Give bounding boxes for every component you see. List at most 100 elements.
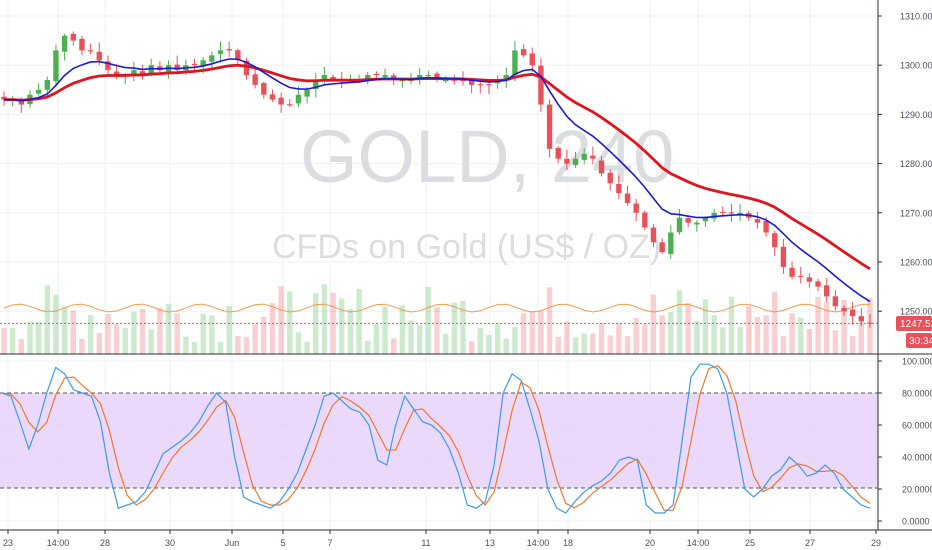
candle-body [676, 217, 683, 233]
volume-bar [624, 336, 631, 354]
volume-bar [9, 327, 16, 354]
volume-bar [269, 303, 276, 354]
volume-bar [650, 294, 657, 354]
candle [35, 83, 42, 96]
candle-body [61, 35, 68, 52]
candle-body [832, 296, 839, 307]
candle-body [295, 94, 302, 104]
candle-body [408, 79, 414, 82]
candle-body [572, 158, 579, 165]
volume-bar [728, 296, 735, 354]
ema-fast-line [4, 58, 871, 303]
time-tick-label: 13 [485, 538, 495, 548]
candle [607, 169, 613, 191]
volume-bar [676, 290, 683, 354]
time-tick-label: 27 [805, 538, 815, 548]
candle [772, 230, 778, 256]
volume-bar [96, 332, 102, 354]
candle [728, 203, 735, 222]
candle [754, 211, 761, 229]
candle [209, 51, 215, 70]
volume-bar [746, 306, 752, 354]
price-tick-label: 1250.00 [900, 307, 932, 317]
candle-body [503, 75, 509, 80]
candle [425, 70, 432, 79]
stochastic-band [0, 393, 878, 488]
stochastic-d-line [1, 365, 871, 511]
candle-body [217, 50, 224, 54]
candle-body [728, 212, 735, 214]
volume-bar [633, 318, 639, 354]
volume-bar [442, 333, 449, 354]
candle [261, 81, 267, 100]
candle [824, 277, 830, 303]
volume-bar [321, 284, 328, 354]
candle-body [35, 89, 42, 94]
time-tick-label: 14:00 [47, 538, 70, 548]
description-watermark: CFDs on Gold (US$ / OZ) [272, 228, 661, 266]
candle [642, 210, 648, 231]
volume-bar [711, 315, 717, 354]
candle [287, 99, 293, 108]
candle [269, 89, 276, 102]
candle-body [278, 97, 284, 105]
candle-body [174, 64, 180, 71]
time-tick-label: 18 [563, 538, 573, 548]
candle [131, 61, 137, 82]
candle-body [382, 75, 388, 78]
volume-bar [347, 308, 354, 354]
candle-body [849, 309, 856, 317]
candle [174, 55, 180, 75]
volume-bar [694, 321, 700, 354]
price-tick-label: 1270.00 [900, 208, 932, 218]
osc-tick-label: 60.0000 [902, 421, 932, 431]
price-tick-label: 1280.00 [900, 159, 932, 169]
osc-tick-label: 0.0000 [902, 517, 930, 527]
volume-bar [494, 323, 501, 354]
volume-bar [477, 327, 483, 354]
candle-body [737, 212, 743, 214]
candle [694, 220, 700, 232]
volume-bar [1, 327, 7, 354]
candle [9, 96, 16, 107]
volume-bar [35, 321, 42, 354]
candle [737, 203, 743, 222]
candle-body [772, 233, 778, 248]
candle [529, 47, 535, 72]
osc-tick-label: 80.0000 [902, 389, 932, 399]
candle-body [321, 75, 328, 82]
price-tick-label: 1310.00 [900, 12, 932, 22]
candle-body [858, 316, 865, 322]
candle-body [763, 220, 769, 233]
candle-body [365, 75, 371, 81]
candle-body [209, 55, 215, 62]
volume-bar [486, 334, 492, 354]
candle-body [87, 50, 94, 52]
candle [139, 64, 146, 80]
volume-bar [226, 306, 232, 354]
candle-body [373, 73, 380, 76]
volume-bar [391, 338, 397, 354]
volume-bar [165, 303, 172, 354]
time-tick-label: 25 [745, 538, 755, 548]
candle [720, 206, 726, 217]
candle-body [261, 83, 267, 95]
candle [313, 73, 319, 98]
candle [243, 57, 250, 80]
candle [849, 302, 856, 325]
last-price-label: 1247.52 [900, 319, 932, 330]
candle-body [53, 50, 59, 82]
candle [416, 67, 423, 85]
volume-bar [737, 327, 743, 354]
volume-bar [564, 321, 570, 354]
volume-bar [252, 324, 258, 354]
candle-body [191, 63, 198, 66]
candle [806, 273, 813, 288]
volume-bar [70, 310, 76, 354]
volume-bar [642, 323, 648, 354]
price-candles [1, 31, 873, 328]
time-tick-label: 11 [421, 538, 430, 548]
price-tick-label: 1290.00 [900, 110, 932, 120]
volume-bar [798, 317, 804, 354]
